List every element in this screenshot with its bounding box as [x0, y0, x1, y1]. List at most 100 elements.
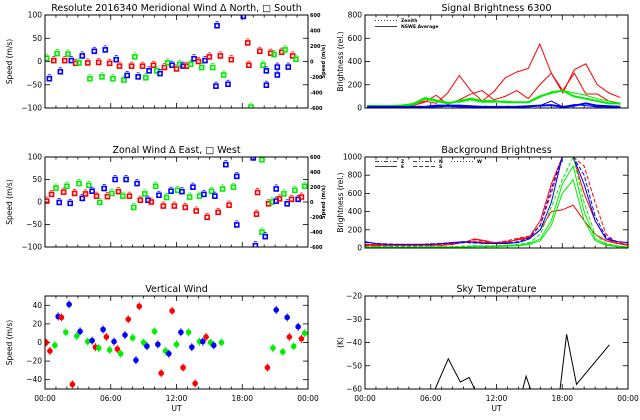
y-axis-label: (K) [336, 337, 345, 348]
plot-frame [364, 156, 629, 249]
marks [365, 157, 628, 248]
right-tick-label: 400 [310, 170, 321, 176]
legend-label: E [401, 164, 404, 170]
data-point [84, 60, 91, 66]
data-point [96, 199, 103, 206]
y-tick-label: 50 [32, 175, 42, 184]
data-point [244, 40, 251, 46]
y-tick-label: 50 [32, 34, 42, 43]
data-point [185, 329, 192, 336]
data-point [180, 364, 186, 371]
marks [45, 300, 308, 389]
data-point [136, 303, 143, 310]
chart-sky-temperature: Sky Temperature (K) −60 −50 −40 −30 −20 00:00 06… [336, 284, 639, 413]
chart-title: Background Brightness [441, 145, 551, 156]
y-tick-label: 1000 [343, 153, 362, 162]
chart-zonal: Zonal Wind Δ East, □ West Speed (m/s) −100… [5, 145, 327, 252]
data-point [196, 193, 203, 199]
data-point [259, 229, 265, 235]
data-point [155, 341, 161, 348]
data-point [264, 364, 271, 371]
data-point [45, 198, 50, 204]
data-point [54, 50, 60, 57]
data-point [123, 176, 129, 183]
data-point [61, 57, 68, 64]
data-point [191, 55, 197, 62]
data-point [228, 56, 235, 63]
y-tick-label: 100 [28, 153, 43, 162]
data-point [168, 188, 174, 194]
data-point [179, 188, 185, 195]
x-axis-label: UT [171, 404, 181, 413]
data-point [262, 233, 269, 240]
data-point [271, 51, 277, 58]
data-point [263, 68, 270, 74]
data-point [270, 345, 276, 351]
marks [45, 157, 308, 247]
right-tick-label: 200 [310, 44, 321, 50]
data-point [217, 53, 224, 59]
y-tick-label: −20 [26, 357, 42, 366]
y-axis-label: Speed (m/s) [5, 39, 14, 85]
data-point [248, 104, 254, 108]
data-point [86, 182, 92, 189]
data-point [103, 334, 110, 340]
data-point [282, 47, 288, 53]
data-point [289, 53, 296, 59]
x-tick-label: 18:00 [551, 394, 573, 403]
data-point [298, 335, 305, 342]
data-point [115, 188, 122, 195]
y-tick-label: −100 [21, 104, 42, 113]
y-tick-label: 400 [348, 57, 363, 66]
y-tick-label: −50 [26, 80, 42, 89]
data-point [263, 82, 270, 89]
data-point [111, 338, 117, 345]
data-point [46, 75, 53, 82]
right-axis-label: Speed (m/s) [321, 45, 327, 79]
data-point [213, 83, 219, 89]
series-line-red-1 [365, 157, 628, 246]
data-point [274, 64, 281, 70]
y-tick-label: 800 [348, 11, 363, 20]
data-point [79, 53, 86, 59]
chart-title: Resolute 2016340 Meridional Wind Δ North… [51, 3, 302, 14]
data-point [148, 199, 155, 205]
y-tick-label: 0 [357, 244, 362, 253]
right-tick-label: 0 [310, 60, 314, 66]
x-axis-label: UT [491, 404, 501, 413]
series-line-blue-1 [365, 157, 628, 245]
data-point [273, 186, 280, 192]
right-tick-label: -400 [310, 91, 323, 97]
data-point [53, 185, 59, 191]
data-point [152, 183, 159, 190]
data-point [156, 192, 162, 199]
data-point [89, 188, 95, 194]
right-axis-label: Speed (m/s) [321, 185, 327, 219]
data-point [82, 191, 89, 197]
data-point [269, 199, 275, 205]
y-tick-label: −50 [346, 361, 362, 370]
y-tick-label: 0 [37, 338, 42, 347]
data-point [279, 349, 286, 355]
y-tick-label: 600 [348, 34, 363, 43]
y-axis-label: Speed (m/s) [5, 320, 14, 366]
data-point [63, 329, 69, 336]
data-point [95, 345, 102, 351]
y-tick-label: 600 [348, 189, 363, 198]
data-point [200, 338, 206, 345]
plot-frame [44, 156, 309, 248]
data-point [102, 47, 109, 53]
data-point [76, 60, 82, 66]
legend-label: Z [401, 159, 405, 165]
right-tick-label: -200 [310, 75, 323, 81]
data-point [69, 381, 76, 388]
series-line-green-avg [367, 89, 621, 108]
y-tick-label: −40 [26, 375, 42, 384]
data-point [120, 193, 126, 199]
data-point [56, 199, 63, 206]
chart-title: Vertical Wind [145, 284, 207, 295]
y-tick-label: −60 [346, 385, 362, 394]
data-point [128, 63, 135, 69]
chart-signal: Signal Brightness 6300 Brightness (rel.) 0… [336, 3, 629, 113]
data-point [45, 55, 50, 62]
